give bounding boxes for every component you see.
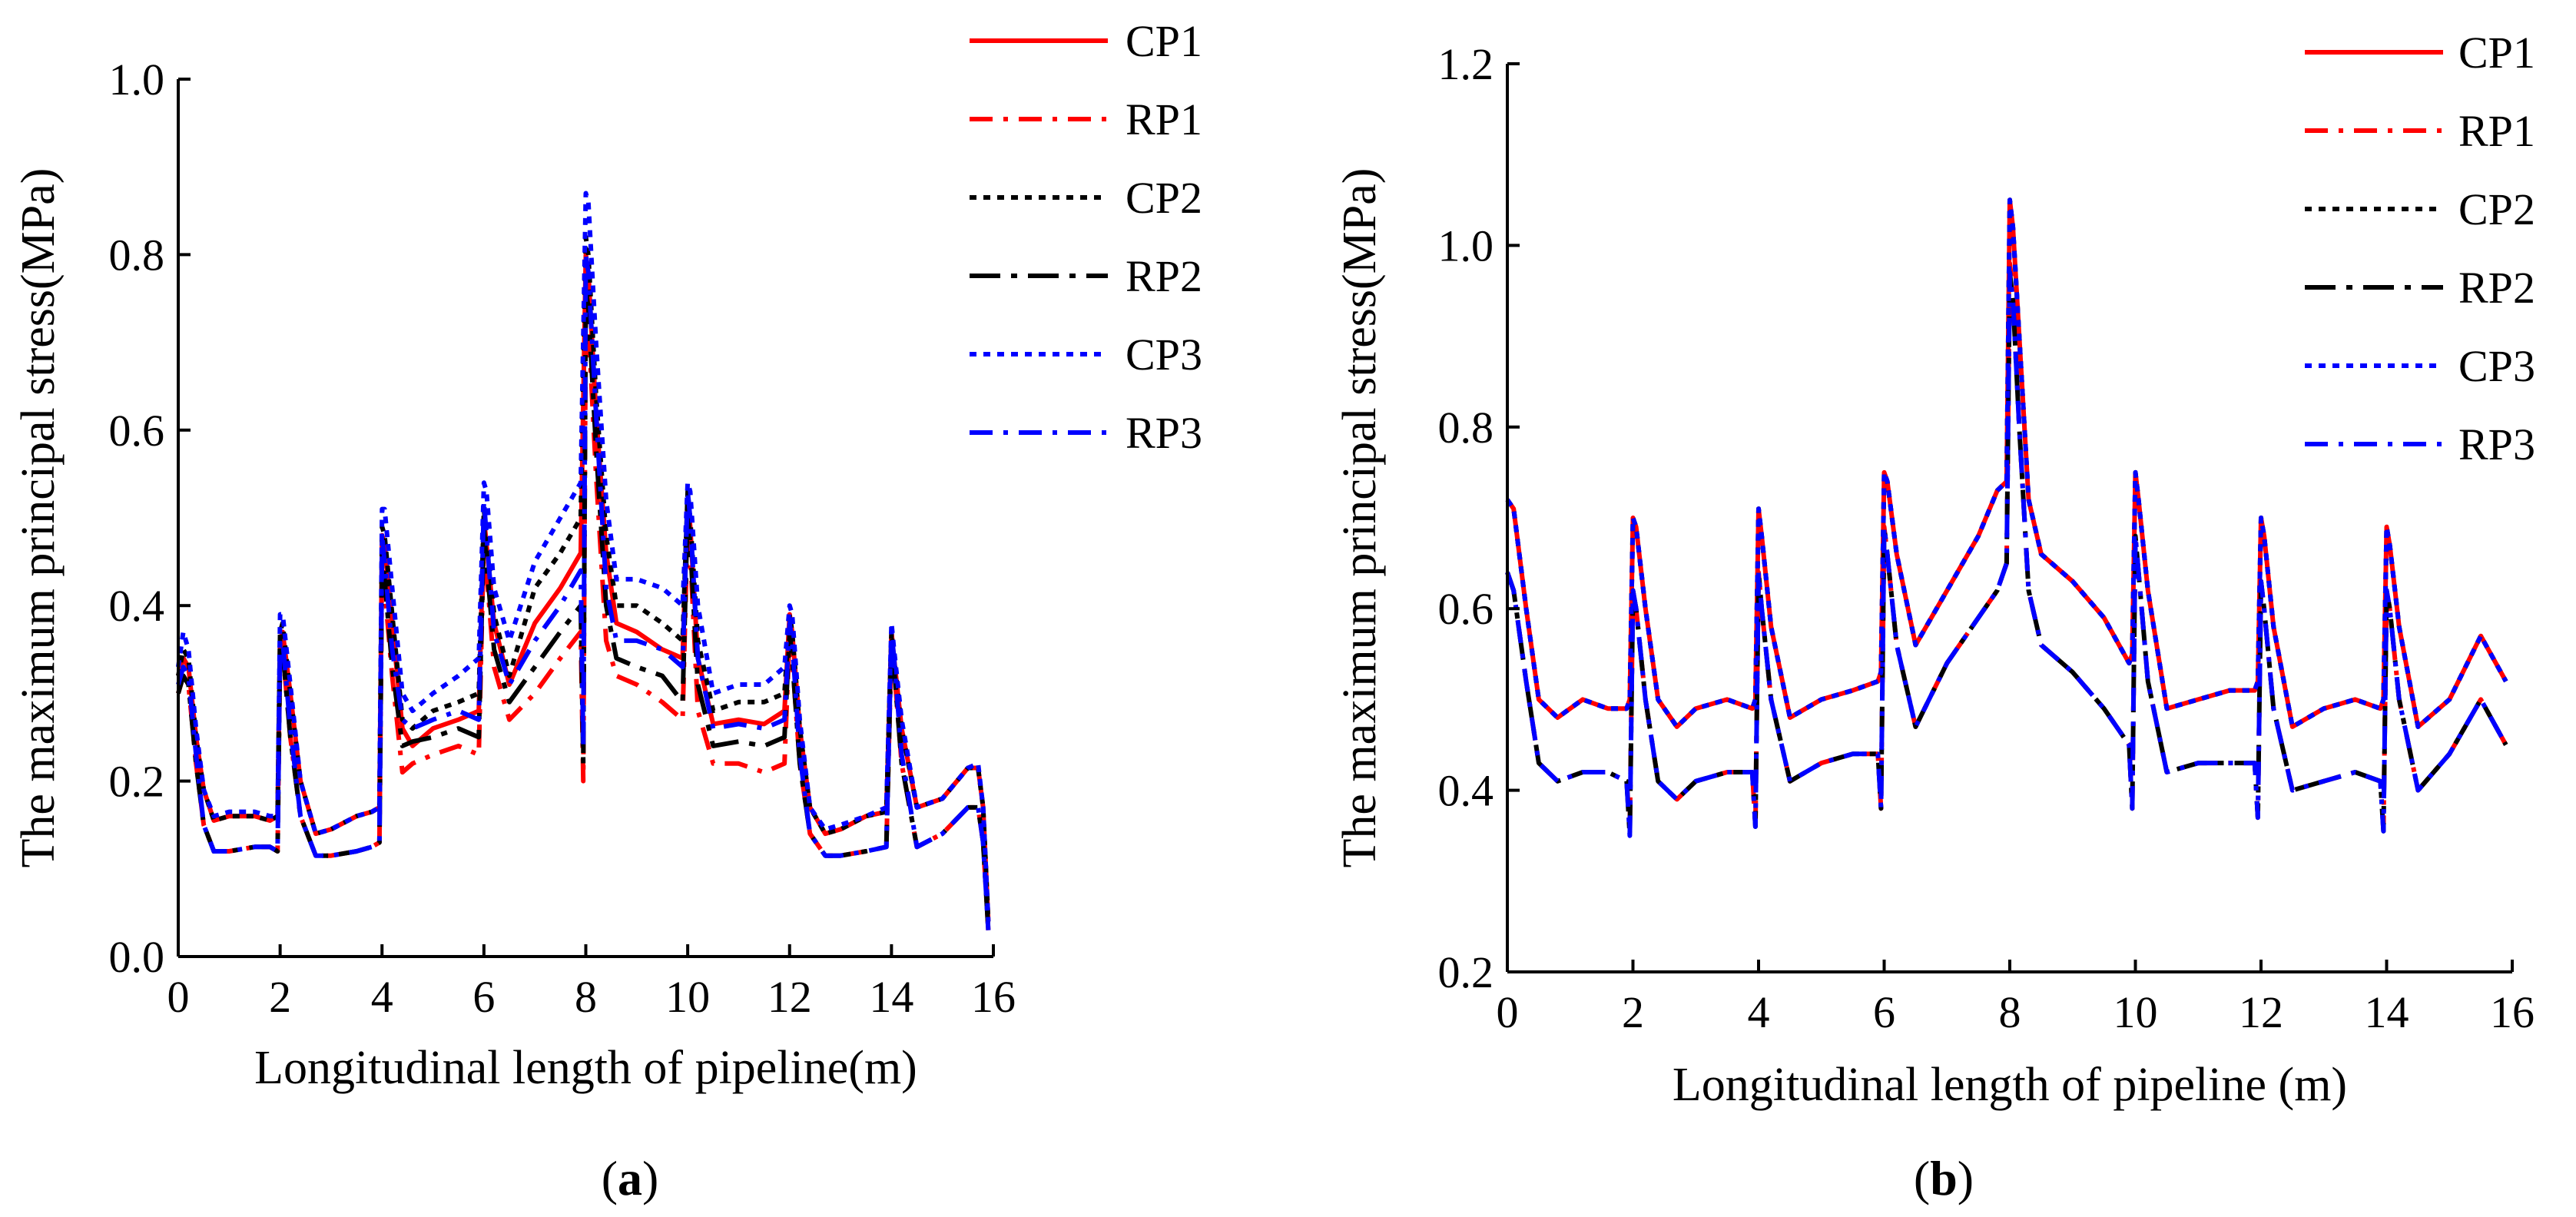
series-line-cp3 — [1505, 197, 2508, 729]
x-tick-label: 8 — [1999, 987, 2021, 1037]
legend-label-cp1: CP1 — [1126, 16, 1202, 66]
legend-label-cp3: CP3 — [2458, 341, 2535, 391]
x-tick-label: 6 — [1873, 987, 1895, 1037]
x-tick-label: 0 — [167, 972, 190, 1022]
x-tick-label: 16 — [971, 972, 1016, 1022]
x-tick-label: 4 — [371, 972, 393, 1022]
panel-label-open: ( — [1914, 1151, 1930, 1205]
x-tick-label: 10 — [665, 972, 710, 1022]
x-tick-label: 2 — [1622, 987, 1644, 1037]
legend-label-rp1: RP1 — [1126, 95, 1202, 144]
series-line-rp1 — [176, 296, 991, 930]
y-tick-label: 0.8 — [1438, 403, 1494, 453]
panel-label-letter: a — [618, 1151, 642, 1205]
x-tick-label: 10 — [2114, 987, 2158, 1037]
legend-label-rp1: RP1 — [2458, 106, 2535, 156]
x-axis-title: Longitudinal length of pipeline (m) — [1673, 1059, 2347, 1111]
legend-label-cp2: CP2 — [2458, 184, 2535, 234]
x-tick-label: 4 — [1748, 987, 1770, 1037]
y-tick-label: 1.2 — [1438, 39, 1494, 89]
x-tick-label: 0 — [1497, 987, 1519, 1037]
legend-label-cp3: CP3 — [1126, 330, 1202, 380]
y-tick-label: 1.0 — [1438, 221, 1494, 270]
tick-labels: 0 2 4 6 8 10 12 14 16 0.0 0.2 0.4 0.6 0.8 1.0 — [109, 55, 1016, 1022]
y-tick-label: 0.0 — [109, 932, 165, 982]
series-line-rp3 — [1505, 270, 2508, 838]
y-tick-label: 0.6 — [1438, 584, 1494, 634]
legend-label-rp2: RP2 — [2458, 263, 2535, 313]
plot-area — [176, 191, 991, 930]
x-tick-label: 2 — [269, 972, 291, 1022]
x-tick-label: 8 — [575, 972, 597, 1022]
y-tick-label: 0.4 — [109, 581, 165, 631]
y-tick-label: 0.2 — [109, 757, 165, 807]
y-tick-label: 1.0 — [109, 55, 165, 104]
y-tick-label: 0.4 — [1438, 766, 1494, 816]
y-axis-title: The maximum principal stress(MPa) — [1334, 168, 1386, 868]
y-tick-label: 0.2 — [1438, 947, 1494, 997]
panel-label-close: ) — [1958, 1151, 1974, 1205]
y-tick-label: 0.6 — [109, 406, 165, 456]
tick-marks — [1506, 62, 2514, 973]
legend: CP1 RP1 CP2 RP2 CP3 RP3 — [2305, 28, 2535, 469]
panel-label-open: ( — [602, 1151, 618, 1205]
legend-label-cp1: CP1 — [2458, 28, 2535, 78]
tick-marks — [177, 78, 995, 958]
series-line-cp3 — [176, 191, 991, 922]
panel-label-b: (b) — [1914, 1151, 1974, 1205]
tick-labels: 0 2 4 6 8 10 12 14 16 0.2 0.4 0.6 0.8 1.0 1.2 — [1438, 39, 2535, 1037]
x-tick-label: 6 — [472, 972, 495, 1022]
panel-label-letter: b — [1930, 1151, 1958, 1205]
x-tick-label: 12 — [767, 972, 812, 1022]
x-tick-label: 12 — [2239, 987, 2283, 1037]
legend: CP1 RP1 CP2 RP2 CP3 RP3 — [970, 16, 1202, 458]
x-tick-label: 14 — [869, 972, 913, 1022]
series-line-rp3 — [176, 252, 991, 930]
panel-label-a: (a) — [602, 1151, 659, 1205]
x-axis-title: Longitudinal length of pipeline(m) — [254, 1042, 917, 1094]
legend-label-rp2: RP2 — [1126, 251, 1202, 301]
panel-a: 0 2 4 6 8 10 12 14 16 0.0 0.2 0.4 0.6 0.8 1.0 Longitud… — [12, 16, 1202, 1205]
y-axis-title: The maximum principal stress(MPa) — [12, 168, 65, 868]
x-tick-label: 16 — [2490, 987, 2535, 1037]
legend-label-rp3: RP3 — [1126, 408, 1202, 458]
plot-area — [1505, 197, 2508, 838]
y-tick-label: 0.8 — [109, 230, 165, 280]
legend-label-rp3: RP3 — [2458, 419, 2535, 469]
legend-label-cp2: CP2 — [1126, 173, 1202, 223]
panel-label-close: ) — [642, 1151, 658, 1205]
panel-b: 0 2 4 6 8 10 12 14 16 0.2 0.4 0.6 0.8 1.0 1.2 Longitud… — [1334, 28, 2535, 1205]
x-tick-label: 14 — [2365, 987, 2409, 1037]
